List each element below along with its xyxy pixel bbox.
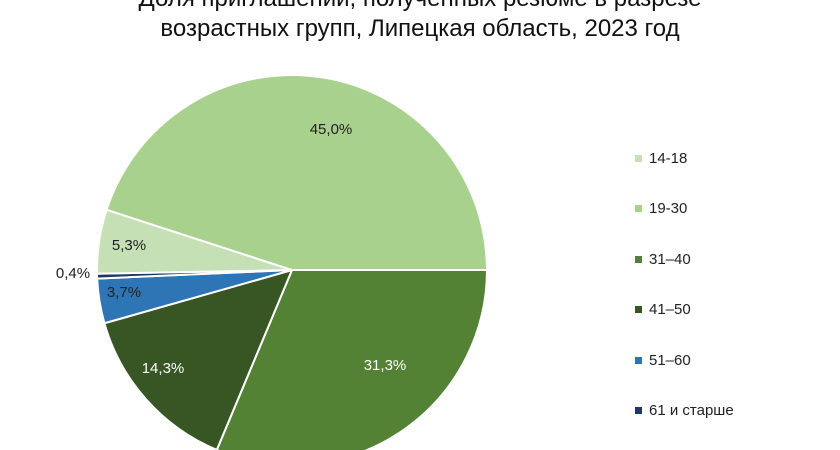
legend-item: 19-30 (635, 184, 734, 235)
legend-swatch (635, 306, 642, 314)
data-label: 5,3% (112, 237, 146, 254)
legend: 14-18 19-30 31–40 41–50 51–60 61 и старше (635, 133, 734, 436)
legend-label: 41–50 (649, 301, 691, 319)
pie-slice-41–50 (103, 268, 294, 450)
title-line-1: Доля приглашений, полученных резюме в ра… (0, 0, 840, 14)
legend-label: 61 и старше (649, 402, 734, 420)
data-label: 31,3% (364, 357, 407, 374)
pie-slice-19-30 (105, 74, 489, 271)
legend-item: 31–40 (635, 234, 734, 285)
data-label: 0,4% (56, 265, 90, 282)
legend-item: 51–60 (635, 335, 734, 386)
legend-item: 61 и старше (635, 386, 734, 437)
legend-label: 51–60 (649, 351, 691, 369)
legend-label: 14-18 (649, 149, 688, 167)
legend-swatch (635, 205, 642, 213)
data-label: 14,3% (142, 360, 185, 377)
data-label: 3,7% (107, 284, 141, 301)
legend-label: 31–40 (649, 250, 691, 268)
legend-label: 19-30 (649, 200, 688, 218)
legend-swatch (635, 407, 642, 415)
data-label: 45,0% (310, 121, 353, 138)
chart-title: Доля приглашений, полученных резюме в ра… (0, 0, 840, 44)
legend-swatch (635, 356, 642, 364)
title-line-2: возрастных групп, Липецкая область, 2023… (160, 15, 680, 42)
legend-item: 41–50 (635, 285, 734, 336)
legend-swatch (635, 255, 642, 263)
pie-slice-31–40 (215, 269, 489, 450)
legend-item: 14-18 (635, 133, 734, 184)
legend-swatch (635, 154, 642, 162)
